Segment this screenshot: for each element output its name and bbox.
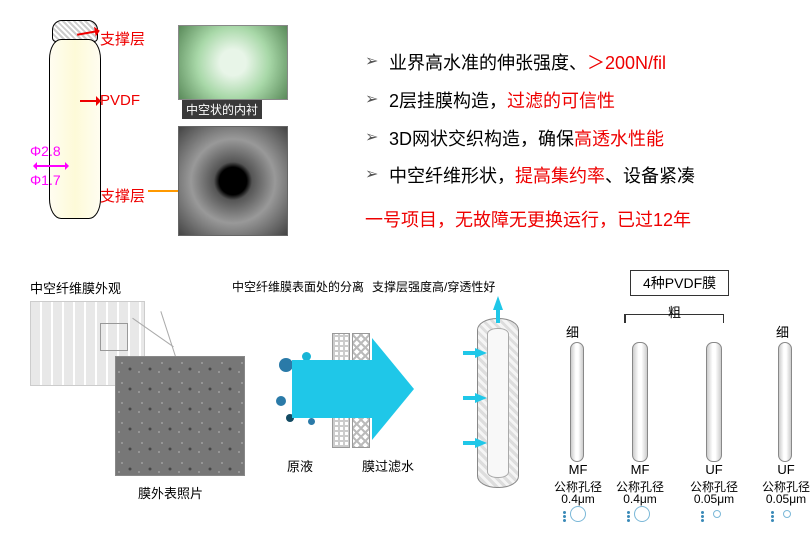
label-support-layer-top: 支撑层	[100, 28, 145, 49]
feed-arrow	[475, 438, 487, 448]
flow-diagram: 中空纤维膜表面处的分离 支撑层强度高/穿透性好 原液 膜过滤水	[232, 278, 552, 513]
bullet-item: 中空纤维形状，提高集约率、设备紧凑	[365, 158, 805, 196]
label-strength: 支撑层强度高/穿透性好	[372, 278, 495, 295]
rod-name: MF	[548, 462, 608, 477]
permeate-arrow-up	[493, 296, 503, 310]
scale-fine-left: 细	[566, 322, 579, 341]
micrograph-sem	[178, 126, 288, 236]
bullet-item: 2层挂膜构造，过滤的可信性	[365, 83, 805, 121]
pvdf-4-types: 4种PVDF膜 细 粗 细 MF 公称孔径 0.4μm MF 公称孔径 0.4μ…	[560, 270, 805, 296]
appearance-title: 中空纤维膜外观	[30, 278, 225, 297]
bullet-highlight: 过滤的可信性	[507, 91, 615, 111]
bullet-item: 3D网状交织构造，确保高透水性能	[365, 121, 805, 159]
footnote: 一号项目，无故障无更换运行，已过12年	[365, 202, 805, 240]
rod-uf-1	[706, 342, 722, 462]
zoom-box	[100, 323, 128, 351]
rod-mf-2	[632, 342, 648, 462]
pore-icon	[770, 504, 794, 528]
flow-arrow-head	[372, 338, 414, 440]
dim-inner: Φ1.7	[30, 172, 61, 188]
bullet-text: 业界高水准的伸张强度、	[389, 53, 587, 73]
dim-outer: Φ2.8	[30, 143, 61, 159]
pore-icon	[626, 504, 650, 528]
rod-mf-1	[570, 342, 584, 462]
feed-arrow	[475, 348, 487, 358]
pore-icon	[700, 504, 724, 528]
rod-name: UF	[756, 462, 811, 477]
scale-coarse: 粗	[668, 302, 681, 321]
label-pvdf: PVDF	[100, 92, 140, 109]
feature-bullets: 业界高水准的伸张强度、＞200N/fil 2层挂膜构造，过滤的可信性 3D网状交…	[365, 45, 805, 240]
dimension-arrow	[36, 165, 66, 167]
bullet-text: 2层挂膜构造，	[389, 91, 507, 111]
bullet-highlight: ＞200N/fil	[587, 53, 666, 73]
bullet-text: 3D网状交织构造，确保	[389, 129, 574, 149]
label-filtrate: 膜过滤水	[362, 456, 414, 475]
bullet-highlight: 提高集约率	[515, 166, 605, 186]
rod-uf-2	[778, 342, 792, 462]
appearance-zoom-photo	[115, 356, 245, 476]
label-support-layer-bottom: 支撑层	[100, 185, 145, 206]
pvdf4-title: 4种PVDF膜	[630, 270, 729, 296]
pore-icon	[562, 504, 586, 528]
bullet-text: 中空纤维形状，	[389, 166, 515, 186]
label-separation: 中空纤维膜表面处的分离	[232, 278, 364, 295]
bullet-item: 业界高水准的伸张强度、＞200N/fil	[365, 45, 805, 83]
label-raw: 原液	[287, 456, 313, 475]
bullet-highlight: 高透水性能	[574, 129, 664, 149]
label-hollow-inner: 中空状的内衬	[182, 100, 262, 119]
rod-name: UF	[684, 462, 744, 477]
flow-arrow	[292, 360, 372, 418]
appearance-caption: 膜外表照片	[138, 483, 203, 502]
fiber-3d-inner	[487, 328, 509, 478]
rod-name: MF	[610, 462, 670, 477]
scale-fine-right: 细	[776, 322, 789, 341]
fiber-body	[49, 39, 101, 219]
appearance-block: 中空纤维膜外观 膜外表照片	[30, 278, 225, 386]
rods-row: 细 粗 细 MF 公称孔径 0.4μm MF 公称孔径 0.4μm UF 公称孔…	[560, 318, 805, 503]
micrograph-cross-section	[178, 25, 288, 100]
feed-arrow	[475, 393, 487, 403]
lead-line	[80, 100, 98, 102]
